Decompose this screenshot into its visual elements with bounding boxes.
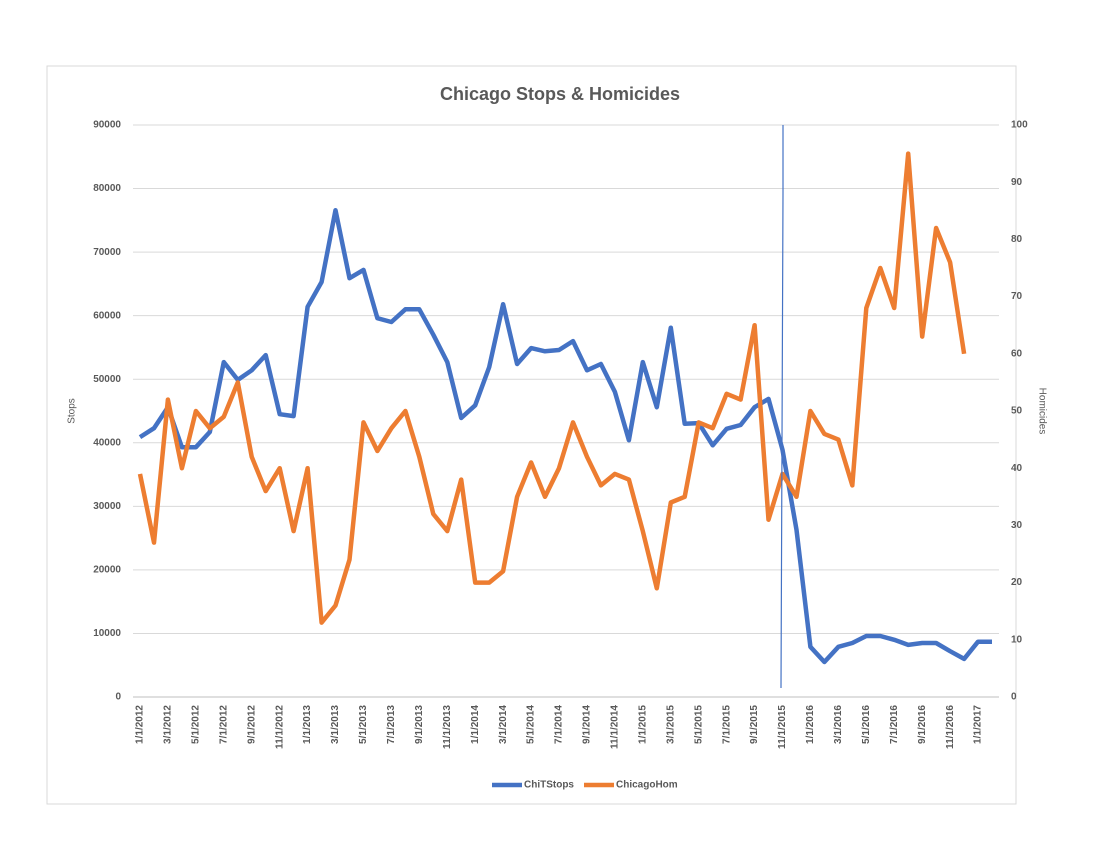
x-tick-label: 11/1/2014 [610, 705, 621, 749]
y2-tick-label: 20 [1011, 577, 1023, 588]
y-tick-label: 30000 [93, 501, 121, 512]
series-line [137, 151, 967, 625]
annotation-line [780, 125, 784, 689]
y-tick-label: 90000 [93, 120, 121, 131]
x-tick-label: 11/1/2012 [274, 705, 285, 749]
x-tick-label: 1/1/2016 [805, 705, 816, 744]
legend-label: ChicagoHom [616, 780, 678, 791]
lines [137, 151, 992, 665]
x-tick-label: 7/1/2013 [386, 705, 397, 744]
x-tick-label: 3/1/2016 [833, 705, 844, 744]
x-tick-label: 1/1/2017 [973, 705, 984, 744]
x-tick-label: 3/1/2012 [163, 705, 174, 744]
y-tick-label: 70000 [93, 247, 121, 258]
y-axis-label: Stops [67, 398, 78, 424]
y-tick-label: 40000 [93, 437, 121, 448]
y-tick-label: 80000 [93, 183, 121, 194]
y2-tick-label: 100 [1011, 120, 1028, 131]
y2-tick-label: 90 [1011, 177, 1023, 188]
x-tick-label: 9/1/2012 [246, 705, 257, 744]
y2-tick-label: 0 [1011, 692, 1017, 703]
x-tick-label: 7/1/2012 [218, 705, 229, 744]
x-tick-label: 5/1/2013 [358, 705, 369, 744]
y-tick-label: 20000 [93, 565, 121, 576]
x-tick-label: 11/1/2016 [945, 705, 956, 749]
y-tick-label: 10000 [93, 628, 121, 639]
x-tick-label: 5/1/2012 [190, 705, 201, 744]
x-tick-label: 9/1/2014 [582, 705, 593, 744]
x-tick-label: 5/1/2014 [526, 705, 537, 744]
y2-tick-label: 40 [1011, 463, 1023, 474]
x-tick-label: 11/1/2015 [777, 705, 788, 749]
x-tick-label: 7/1/2014 [554, 705, 565, 744]
x-tick-label: 9/1/2016 [917, 705, 928, 744]
x-tick-label: 3/1/2014 [498, 705, 509, 744]
x-tick-label: 11/1/2013 [442, 705, 453, 749]
x-tick-label: 9/1/2015 [749, 705, 760, 744]
x-tick-label: 7/1/2016 [889, 705, 900, 744]
legend-label: ChiTStops [524, 780, 574, 791]
x-tick-label: 1/1/2012 [135, 705, 146, 744]
y2-tick-label: 60 [1011, 348, 1023, 359]
x-tick-label: 3/1/2015 [665, 705, 676, 744]
x-tick-label: 1/1/2015 [637, 705, 648, 744]
x-tick-label: 5/1/2016 [861, 705, 872, 744]
chart-frame [46, 65, 1017, 805]
y2-tick-label: 70 [1011, 291, 1023, 302]
y-tick-label: 0 [115, 692, 121, 703]
x-tick-label: 1/1/2013 [302, 705, 313, 744]
y2-tick-label: 50 [1011, 406, 1023, 417]
x-tick-label: 3/1/2013 [330, 705, 341, 744]
y2-tick-label: 10 [1011, 634, 1023, 645]
x-tick-label: 7/1/2015 [721, 705, 732, 744]
x-tick-label: 9/1/2013 [414, 705, 425, 744]
y-tick-label: 60000 [93, 310, 121, 321]
y-tick-label: 50000 [93, 374, 121, 385]
y2-axis-label: Homicides [1036, 388, 1047, 435]
x-tick-label: 5/1/2015 [693, 705, 704, 744]
series-line [138, 207, 992, 665]
y2-tick-label: 30 [1011, 520, 1023, 531]
y2-tick-label: 80 [1011, 234, 1023, 245]
x-tick-label: 1/1/2014 [470, 705, 481, 744]
chart-title: Chicago Stops & Homicides [440, 84, 680, 104]
